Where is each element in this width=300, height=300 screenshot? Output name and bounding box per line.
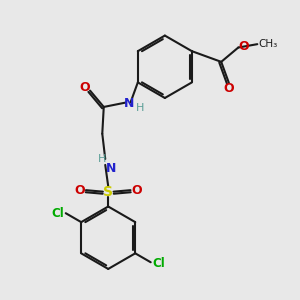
Text: O: O: [79, 81, 90, 94]
Text: N: N: [105, 162, 116, 175]
Text: O: O: [224, 82, 234, 94]
Text: H: H: [136, 103, 144, 113]
Text: S: S: [103, 185, 113, 199]
Text: O: O: [131, 184, 142, 197]
Text: CH₃: CH₃: [258, 39, 277, 49]
Text: Cl: Cl: [153, 257, 165, 270]
Text: H: H: [98, 154, 106, 164]
Text: O: O: [238, 40, 249, 52]
Text: O: O: [75, 184, 85, 197]
Text: Cl: Cl: [51, 207, 64, 220]
Text: N: N: [124, 98, 134, 110]
